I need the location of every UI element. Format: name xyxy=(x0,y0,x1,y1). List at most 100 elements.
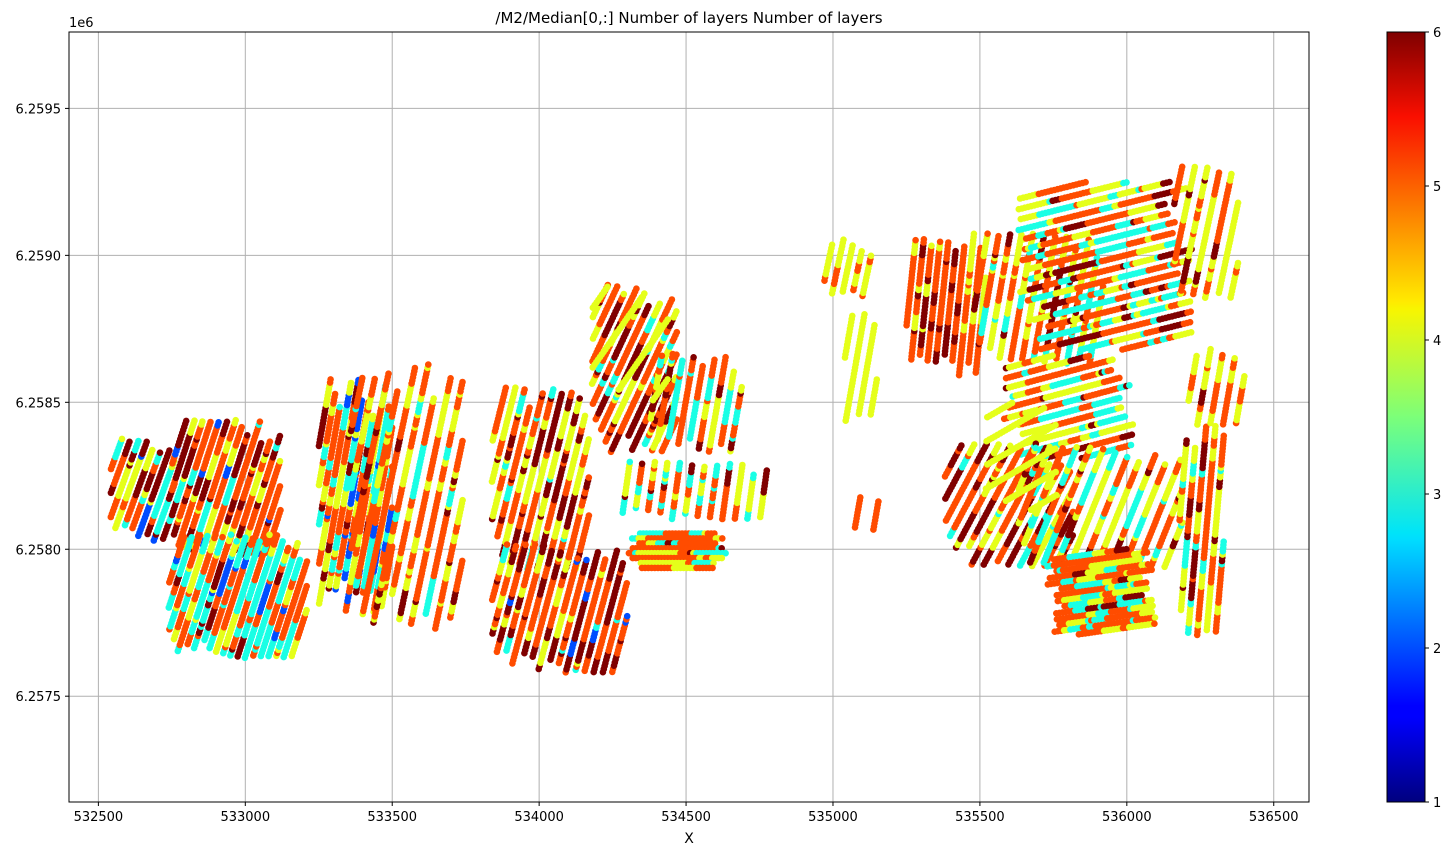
scatter-point xyxy=(199,418,206,425)
scatter-point xyxy=(668,296,676,303)
scatter-point xyxy=(219,533,226,541)
scatter-point xyxy=(690,354,697,361)
scatter-point xyxy=(227,531,235,538)
scatter-point xyxy=(296,556,304,564)
scatter-point xyxy=(276,457,284,465)
scatter-point xyxy=(521,386,528,393)
scatter-point xyxy=(273,532,281,539)
scatter-point xyxy=(143,438,150,446)
scatter-point xyxy=(699,362,706,370)
scatter-point xyxy=(459,496,466,504)
scatter-point xyxy=(669,350,677,358)
scatter-point xyxy=(583,556,590,564)
scatter-point xyxy=(359,374,366,382)
scatter-point xyxy=(204,532,211,540)
scatter-point xyxy=(459,437,466,445)
scatter-point xyxy=(638,460,646,468)
scatter-point xyxy=(651,458,659,466)
scatter-point xyxy=(285,544,292,552)
scatter-point xyxy=(244,432,251,439)
scatter-point xyxy=(327,376,334,383)
scatter-point xyxy=(257,440,265,447)
scatter-point xyxy=(303,582,311,590)
scatter-point xyxy=(188,534,195,541)
scatter-point xyxy=(623,612,631,620)
scatter-point xyxy=(730,368,738,376)
scatter-point xyxy=(277,506,284,514)
scatter-point xyxy=(558,390,565,398)
scatter-point xyxy=(294,539,301,547)
scatter-point xyxy=(719,535,726,542)
scatter-point xyxy=(276,432,284,440)
scatter-point xyxy=(722,353,729,361)
scatter-point xyxy=(658,352,666,360)
scatter-point xyxy=(739,461,746,469)
scatter-point xyxy=(191,417,198,425)
scatter-point xyxy=(620,290,628,298)
scatter-point xyxy=(371,375,379,383)
scatter-point xyxy=(180,533,188,541)
scatter-point xyxy=(503,541,511,548)
scatter-point xyxy=(166,447,173,454)
scatter-points xyxy=(107,163,1248,676)
scatter-point xyxy=(576,395,583,402)
scatter-point xyxy=(613,547,621,555)
scatter-point xyxy=(149,446,156,454)
scatter-point xyxy=(568,389,575,397)
scatter-point xyxy=(303,558,311,565)
scatter-point xyxy=(425,361,432,368)
scatter-point xyxy=(645,302,652,310)
scatter-point xyxy=(726,460,734,468)
scatter-point xyxy=(738,383,745,391)
scatter-point xyxy=(574,555,581,562)
scatter-point xyxy=(276,483,284,490)
scatter-point xyxy=(447,375,454,382)
scatter-point xyxy=(585,436,592,443)
scatter-point xyxy=(664,459,671,467)
scatter-point xyxy=(502,384,510,392)
scatter-point xyxy=(223,418,231,426)
scatter-point xyxy=(238,423,245,431)
scatter-point xyxy=(266,531,273,539)
scatter-point xyxy=(585,512,593,519)
scatter-point xyxy=(430,395,438,402)
scatter-point xyxy=(369,412,377,420)
scatter-point xyxy=(548,547,555,555)
scatter-point xyxy=(718,554,726,562)
scatter-point xyxy=(840,236,847,243)
scatter-point xyxy=(207,418,214,426)
scatter-point xyxy=(212,531,219,539)
scatter-point xyxy=(232,416,239,424)
scatter-point xyxy=(550,386,557,393)
scatter-point xyxy=(626,458,634,466)
scatter-point xyxy=(673,308,680,315)
scatter-point xyxy=(256,538,263,545)
scatter-point xyxy=(539,390,546,397)
scatter-point xyxy=(459,557,466,565)
scatter-point xyxy=(557,549,564,556)
scatter-point xyxy=(581,412,589,420)
scatter-point xyxy=(156,449,164,457)
scatter-point xyxy=(679,357,686,365)
scatter-point xyxy=(540,542,548,549)
scatter-point xyxy=(568,541,576,549)
scatter-point xyxy=(512,542,520,550)
scatter-point xyxy=(676,459,684,467)
scatter-point xyxy=(394,388,401,395)
scatter-point xyxy=(233,538,240,545)
scatter-point xyxy=(709,564,716,572)
scatter-point xyxy=(385,370,392,378)
chart-title: /M2/Median[0,:] Number of layers Number … xyxy=(495,9,882,27)
scatter-point xyxy=(711,356,718,364)
scatter-point xyxy=(182,417,190,425)
scatter-point xyxy=(701,463,708,471)
scatter-point xyxy=(512,384,519,392)
scatter-point xyxy=(526,404,533,412)
scatter-point xyxy=(411,364,419,372)
scatter-point xyxy=(347,379,355,387)
scatter-point xyxy=(594,549,602,556)
scatter-point xyxy=(531,541,539,548)
scatter-point xyxy=(713,462,721,470)
scatter-point xyxy=(266,438,274,446)
scatter-point xyxy=(619,560,627,567)
